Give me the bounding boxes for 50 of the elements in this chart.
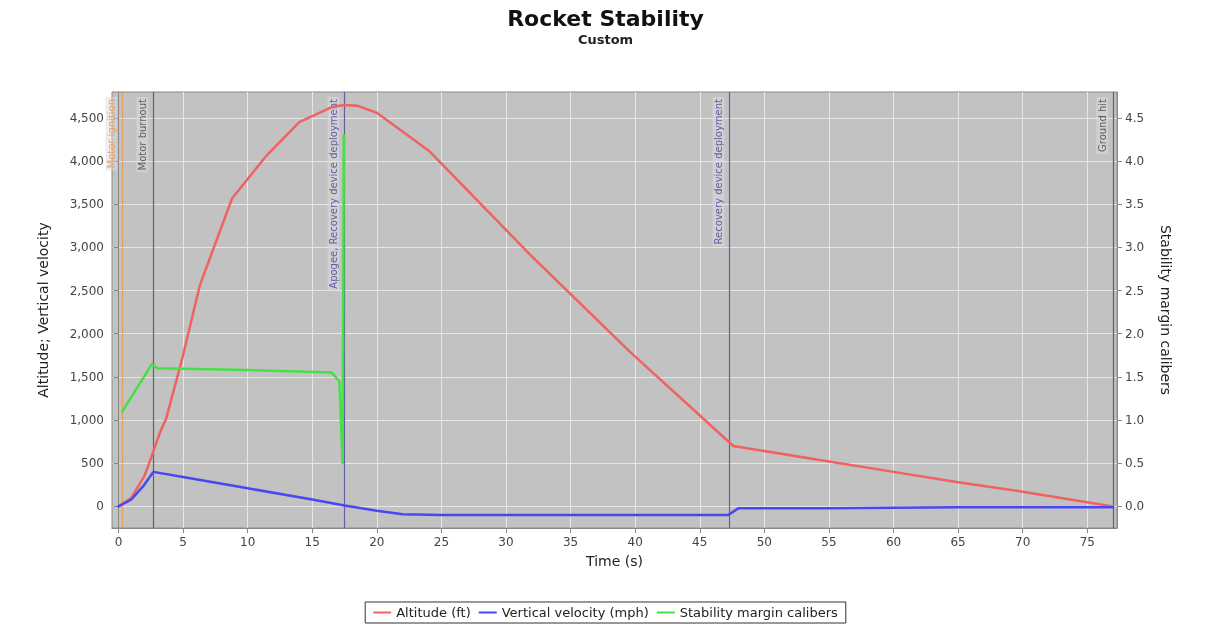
x-tick-label: 35 [562,535,579,549]
y-tick-label: 1,000 [69,413,104,428]
x-tick-label: 70 [1015,535,1031,549]
y-axis-title: Altitude; Vertical velocity [35,222,51,398]
y2-tick-label: 3.0 [1125,240,1145,255]
y2-tick-label: 4.5 [1125,110,1145,125]
x-tick-label: 20 [369,535,385,549]
x-tick-label: 45 [692,535,708,549]
chart-subtitle: Custom [577,32,634,47]
y-tick-label: 1,500 [69,369,104,384]
ref-line-label: Motor burnout [136,98,148,171]
y2-tick-label: 2.0 [1125,326,1145,341]
y2-tick-label: 3.5 [1125,197,1145,212]
y-tick-label: 4,000 [69,154,104,169]
x-tick-label: 0 [114,535,123,549]
y-tick-label: 3,000 [69,240,104,255]
ref-line-label: Ground hit [1096,98,1108,152]
x-tick-label: 5 [179,535,187,549]
y2-tick-label: 1.5 [1125,369,1145,384]
y-tick-label: 3,500 [69,197,104,212]
x-tick-label: 15 [304,535,320,549]
y-tick-label: 2,000 [69,326,104,341]
y-tick-label: 2,500 [69,283,104,298]
x-tick-label: 10 [240,535,256,549]
y-tick-label: 4,500 [69,110,104,125]
x-tick-label: 60 [885,535,902,549]
line-series [117,470,1115,517]
y-tick-label: 500 [81,456,104,471]
legend-label: Stability margin calibers [679,605,839,620]
y2-tick-label: 0.5 [1125,456,1145,471]
ref-line-label: Apogee, Recovery device deployment [328,98,340,289]
x-tick-label: 30 [498,535,514,549]
y2-tick-label: 4.0 [1125,154,1145,169]
x-tick-label: 65 [950,535,966,549]
ref-line-label: Motor ignition [105,99,117,169]
ref-line-label: Recovery device deployment [712,98,724,245]
x-tick-label: 40 [627,535,643,549]
y2-tick-label: 2.5 [1125,283,1145,298]
y-tick-label: 0 [96,499,104,514]
x-tick-label: 75 [1079,535,1095,549]
legend-label: Vertical velocity (mph) [501,605,649,620]
x-tick-label: 25 [433,535,450,549]
x-tick-label: 55 [821,535,837,549]
x-axis-title: Time (s) [585,553,643,569]
y2-tick-label: 1.0 [1125,413,1145,428]
y2-axis-title: Stability margin calibers [1158,224,1174,396]
x-tick-label: 50 [756,535,772,549]
chart-title: Rocket Stability [507,5,704,31]
legend-label: Altitude (ft) [396,605,471,620]
y2-tick-label: 0.0 [1125,499,1145,514]
